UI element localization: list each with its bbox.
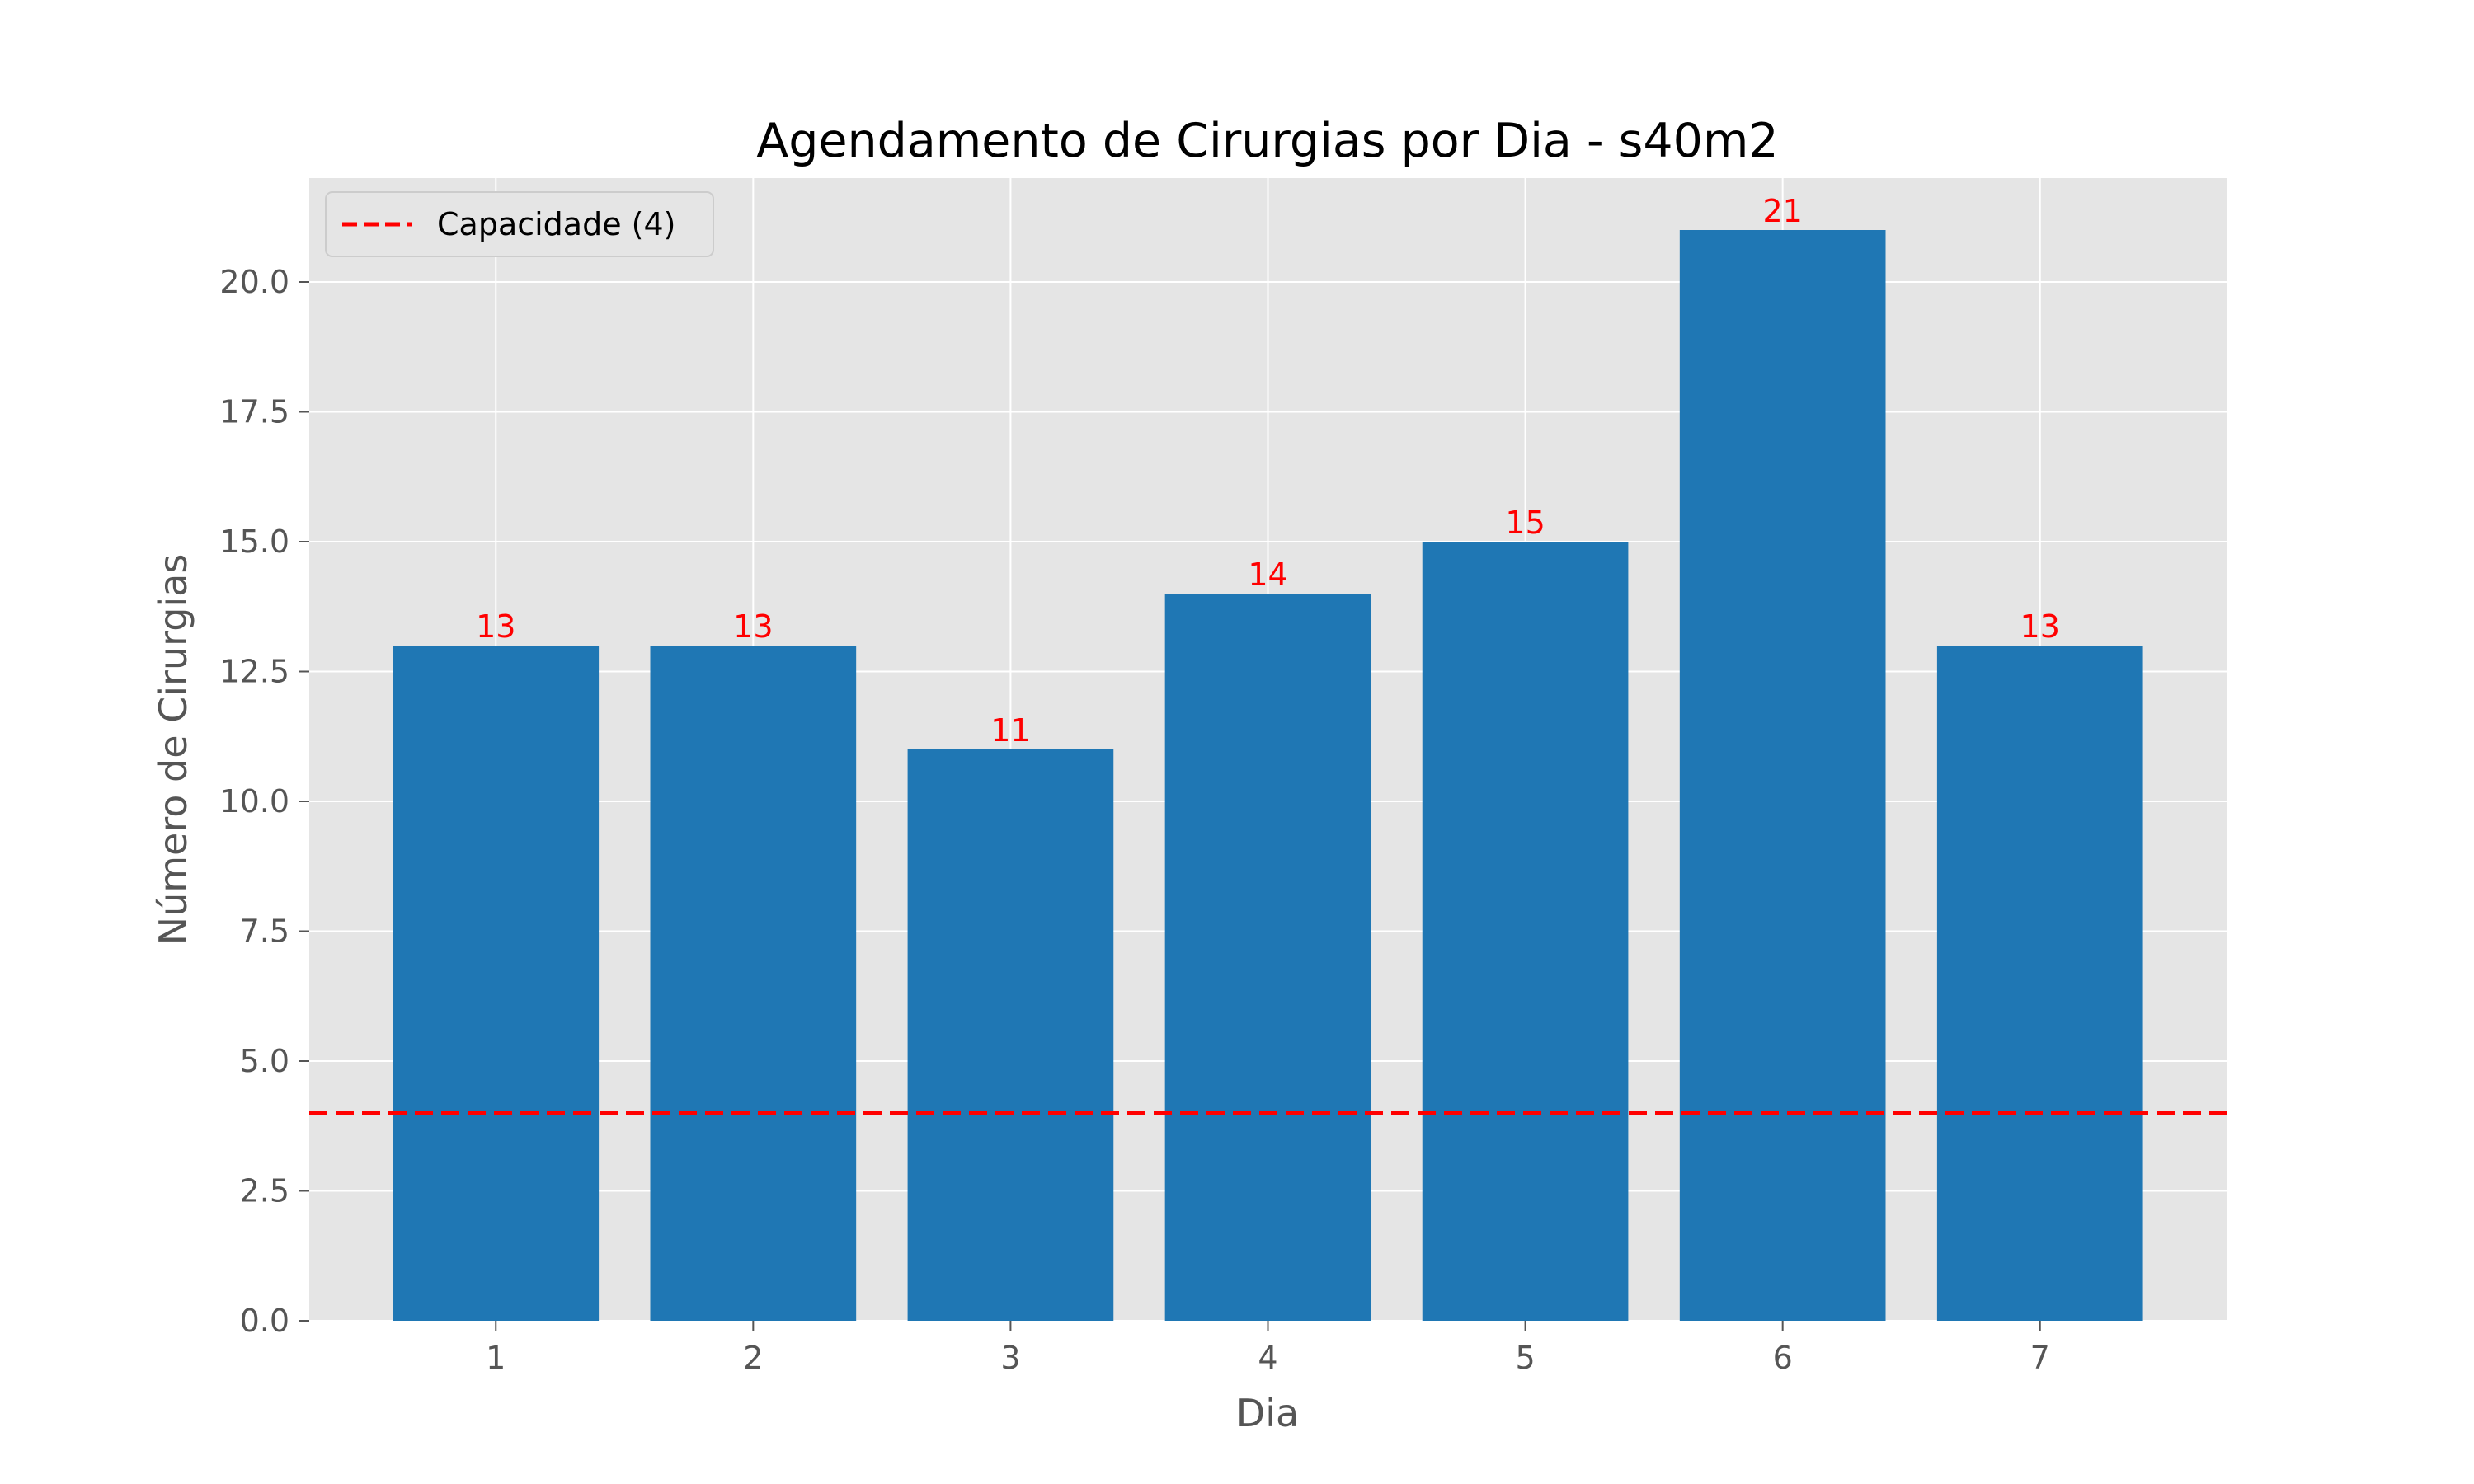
legend-capacity-label: Capacidade (4) bbox=[437, 206, 676, 242]
bars bbox=[393, 230, 2143, 1321]
y-tick-label: 15.0 bbox=[219, 524, 289, 560]
bar-day-2 bbox=[650, 646, 857, 1321]
x-tick-label: 4 bbox=[1258, 1340, 1277, 1376]
x-tick-label: 7 bbox=[2030, 1340, 2050, 1376]
y-axis-ticks: 0.0 2.5 5.0 7.5 10.0 12.5 15.0 17.5 20.0 bbox=[219, 264, 309, 1339]
bar-day-3 bbox=[907, 749, 1114, 1321]
x-tick-label: 5 bbox=[1515, 1340, 1535, 1376]
x-tick-label: 2 bbox=[743, 1340, 763, 1376]
y-tick-label: 20.0 bbox=[219, 264, 289, 300]
bar-value-label: 13 bbox=[733, 608, 773, 645]
bar-day-1 bbox=[393, 646, 600, 1321]
bar-value-label: 13 bbox=[2020, 608, 2060, 645]
legend: Capacidade (4) bbox=[325, 191, 714, 257]
x-tick-label: 1 bbox=[486, 1340, 506, 1376]
bar-value-label: 15 bbox=[1505, 505, 1545, 541]
y-tick-label: 12.5 bbox=[219, 654, 289, 690]
x-tick-label: 3 bbox=[1000, 1340, 1020, 1376]
y-tick-label: 7.5 bbox=[240, 913, 289, 950]
y-axis-label: Número de Cirurgias bbox=[151, 554, 195, 946]
bar-day-6 bbox=[1679, 230, 1886, 1321]
y-tick-label: 5.0 bbox=[240, 1043, 289, 1079]
bar-value-label: 11 bbox=[990, 712, 1030, 749]
y-tick-label: 2.5 bbox=[240, 1173, 289, 1209]
chart-title: Agendamento de Cirurgias por Dia - s40m2 bbox=[756, 114, 1778, 168]
x-axis-label: Dia bbox=[1236, 1391, 1299, 1435]
x-axis-ticks: 1 2 3 4 5 6 7 bbox=[486, 1321, 2050, 1376]
bar-day-4 bbox=[1164, 594, 1371, 1321]
value-labels: 13 13 11 14 15 21 13 bbox=[476, 193, 2060, 749]
bar-day-5 bbox=[1422, 542, 1629, 1321]
bar-value-label: 13 bbox=[476, 608, 515, 645]
y-tick-label: 17.5 bbox=[219, 394, 289, 430]
bar-day-7 bbox=[1936, 646, 2143, 1321]
legend-box bbox=[325, 191, 714, 257]
x-tick-label: 6 bbox=[1773, 1340, 1793, 1376]
y-tick-label: 0.0 bbox=[240, 1303, 289, 1339]
bar-value-label: 21 bbox=[1762, 193, 1802, 229]
y-tick-label: 10.0 bbox=[219, 783, 289, 819]
bar-value-label: 14 bbox=[1248, 556, 1287, 593]
